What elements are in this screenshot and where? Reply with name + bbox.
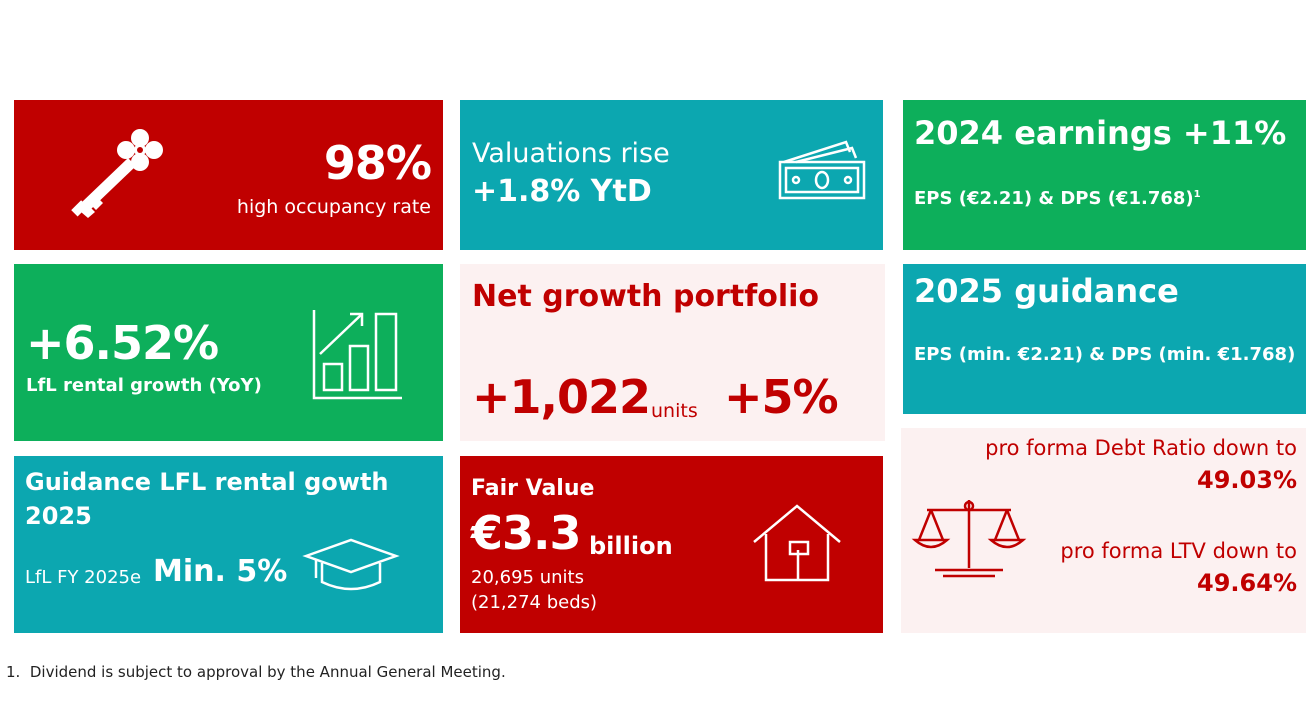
net-growth-percent: +5% — [724, 370, 839, 424]
lfl-tile: +6.52% LfL rental growth (YoY) — [14, 264, 443, 441]
key-icon — [71, 129, 163, 218]
fair-value-units: 20,695 units — [471, 567, 584, 588]
debt-tile: pro forma Debt Ratio down to 49.03% pro … — [901, 428, 1306, 633]
earnings-detail-text: EPS (€2.21) & DPS (€1.768) — [914, 188, 1194, 209]
earnings-footnote-mark: 1 — [1193, 189, 1201, 200]
fair-value-beds: (21,274 beds) — [471, 592, 598, 613]
debt-ratio-label: pro forma Debt Ratio down to — [985, 436, 1297, 460]
footnote: 1. Dividend is subject to approval by th… — [6, 663, 506, 681]
earnings-detail: EPS (€2.21) & DPS (€1.768)1 — [914, 188, 1201, 209]
valuations-tile: Valuations rise +1.8% YtD — [460, 100, 883, 250]
fair-value-unit: billion — [589, 532, 673, 560]
net-growth-units-value: +1,022 — [472, 370, 651, 424]
net-growth-units-label: units — [651, 400, 698, 422]
debt-ratio-value: 49.03% — [1197, 466, 1297, 494]
fair-value-title: Fair Value — [471, 476, 595, 501]
graduation-cap-icon — [302, 538, 400, 591]
house-icon — [753, 504, 841, 582]
occupancy-label: high occupancy rate — [236, 196, 431, 218]
lfl-label: LfL rental growth (YoY) — [26, 375, 262, 396]
guidance-title: 2025 guidance — [914, 272, 1179, 310]
footnote-text: Dividend is subject to approval by the A… — [29, 663, 506, 681]
lfl-value: +6.52% — [26, 316, 219, 370]
valuations-value: +1.8% YtD — [472, 174, 652, 209]
guidance-lfl-tile: Guidance LFL rental gowth 2025 LfL FY 20… — [14, 456, 443, 633]
guidance-lfl-value: Min. 5% — [153, 554, 288, 589]
cash-icon — [778, 140, 866, 200]
guidance-lfl-title-line1: Guidance LFL rental gowth — [25, 468, 389, 496]
growth-chart-icon — [312, 310, 402, 400]
guidance-lfl-title-line2: 2025 — [25, 502, 92, 530]
scales-icon — [911, 500, 1027, 578]
occupancy-value: 98% — [323, 136, 432, 190]
fair-value-tile: Fair Value €3.3 billion 20,695 units (21… — [460, 456, 883, 633]
net-growth-title: Net growth portfolio — [472, 279, 820, 314]
ltv-label: pro forma LTV down to — [1060, 539, 1297, 563]
ltv-value: 49.64% — [1197, 569, 1297, 597]
guidance-detail: EPS (min. €2.21) & DPS (min. €1.768) — [914, 344, 1296, 365]
guidance-lfl-label: LfL FY 2025e — [25, 567, 142, 588]
occupancy-tile: 98% high occupancy rate — [14, 100, 443, 250]
earnings-title: 2024 earnings +11% — [914, 114, 1287, 152]
valuations-title: Valuations rise — [472, 138, 670, 169]
fair-value-value: €3.3 — [471, 506, 581, 560]
footnote-number: 1. — [6, 663, 21, 681]
guidance-tile: 2025 guidance EPS (min. €2.21) & DPS (mi… — [903, 264, 1306, 414]
net-growth-tile: Net growth portfolio +1,022 units +5% — [460, 264, 885, 441]
earnings-tile: 2024 earnings +11% EPS (€2.21) & DPS (€1… — [903, 100, 1306, 250]
